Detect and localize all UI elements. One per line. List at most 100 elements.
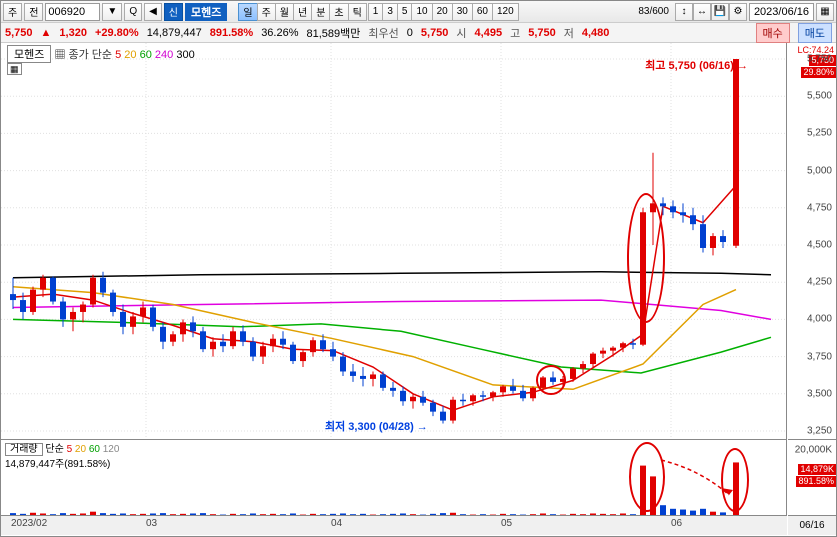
price-pct-badge: 29.80% xyxy=(801,67,836,78)
period-sec[interactable]: 초 xyxy=(329,3,348,21)
open-price: 4,495 xyxy=(475,27,503,39)
buy-button[interactable]: 매수 xyxy=(756,23,790,43)
price-y-axis: LC:74.24 5,750 29.80% 3,2503,5003,7504,0… xyxy=(788,43,836,439)
ma300-legend: 300 xyxy=(176,49,194,61)
ytick-label: 4,250 xyxy=(807,277,832,288)
ytick-label: 3,500 xyxy=(807,388,832,399)
arrow-up-icon: ▲ xyxy=(41,27,52,39)
period-num-120[interactable]: 120 xyxy=(492,3,519,21)
toolbar-icon-0[interactable]: ↕ xyxy=(675,3,693,21)
period-group-main: 일 주 월 년 분 초 틱 xyxy=(239,3,366,21)
current-price: 5,750 xyxy=(5,27,33,39)
info-bar: 5,750 ▲ 1,320 +29.80% 14,879,447 891.58%… xyxy=(1,23,836,43)
price-change-pct: +29.80% xyxy=(95,27,139,39)
shin-badge: 신 xyxy=(164,3,183,21)
sound-icon[interactable]: ◀ xyxy=(144,3,162,21)
high-annotation: 최고 5,750 (06/16) → xyxy=(645,57,748,73)
chart-title: 모헨즈 xyxy=(7,45,51,63)
priority-zero: 0 xyxy=(407,27,413,39)
period-min[interactable]: 분 xyxy=(311,3,330,21)
ask-price: 5,750 xyxy=(421,27,449,39)
vol-ytick: 20,000K xyxy=(795,445,832,456)
xtick-label: 05 xyxy=(501,518,512,529)
circle-mark-2 xyxy=(627,193,665,323)
open-label: 시 xyxy=(456,25,466,41)
date-display[interactable]: 2023/06/16 xyxy=(749,3,814,21)
vol-ma5-legend: 5 xyxy=(67,444,73,455)
ma60-legend: 60 xyxy=(140,49,152,61)
volume-label: 거래량 xyxy=(5,443,43,456)
priority-label: 최우선 xyxy=(368,25,398,41)
price-chart[interactable]: 최고 5,750 (06/16) → 최저 3,300 (04/28) → xyxy=(1,43,787,439)
xtick-label: 03 xyxy=(146,518,157,529)
period-num-1[interactable]: 1 xyxy=(368,3,384,21)
period-num-30[interactable]: 30 xyxy=(452,3,473,21)
pager: 83/600 xyxy=(634,6,673,17)
xtick-label: 04 xyxy=(331,518,342,529)
period-num-60[interactable]: 60 xyxy=(472,3,493,21)
ytick-label: 3,250 xyxy=(807,426,832,437)
chart-header: 모헨즈 ▦ 종가 단순 5 20 60 240 300 ▦ xyxy=(7,45,195,75)
volume-chart[interactable]: 거래량 단순 5 20 60 120 14,879,447주(891.58%) xyxy=(1,439,787,515)
stock-code-input[interactable] xyxy=(45,3,100,21)
chart-container: 모헨즈 ▦ 종가 단순 5 20 60 240 300 ▦ 최고 5,750 (… xyxy=(1,43,836,536)
ma20-legend: 20 xyxy=(124,49,136,61)
period-day[interactable]: 일 xyxy=(238,3,257,21)
ma-legend-label: 종가 단순 xyxy=(69,49,113,61)
toolbar-icon-3[interactable]: ⚙ xyxy=(729,3,747,21)
period-num-20[interactable]: 20 xyxy=(432,3,453,21)
ytick-label: 5,250 xyxy=(807,128,832,139)
low-price: 4,480 xyxy=(582,27,610,39)
stock-name: 모헨즈 xyxy=(185,3,227,21)
ytick-label: 4,750 xyxy=(807,202,832,213)
period-tick[interactable]: 틱 xyxy=(348,3,367,21)
amount: 81,589백만 xyxy=(307,25,361,41)
ytick-label: 4,000 xyxy=(807,314,832,325)
period-numbers: 13510203060120 xyxy=(369,3,519,21)
vol-ma20-legend: 20 xyxy=(75,444,86,455)
vol-ma60-legend: 60 xyxy=(89,444,100,455)
btn-ju[interactable]: 주 xyxy=(3,3,22,21)
period-month[interactable]: 월 xyxy=(275,3,294,21)
btn-jeon[interactable]: 전 xyxy=(24,3,43,21)
ma5-legend: 5 xyxy=(115,49,121,61)
time-axis: 2023/02 03 04 05 06 xyxy=(1,515,787,535)
ytick-label: 3,750 xyxy=(807,351,832,362)
ytick-label: 5,750 xyxy=(807,54,832,65)
toolbar-main: 주 전 ▼ Q ◀ 신 모헨즈 일 주 월 년 분 초 틱 1351020306… xyxy=(1,1,836,23)
price-change: 1,320 xyxy=(59,27,87,39)
dropdown-icon[interactable]: ▼ xyxy=(102,3,122,21)
high-label: 고 xyxy=(510,25,520,41)
vol-pct-badge: 891.58% xyxy=(796,476,836,487)
period-num-10[interactable]: 10 xyxy=(411,3,432,21)
toolbar-icon-2[interactable]: 💾 xyxy=(711,3,729,21)
time-axis-right: 06/16 xyxy=(788,515,836,535)
period-week[interactable]: 주 xyxy=(257,3,276,21)
volume-detail: 14,879,447주(891.58%) xyxy=(5,459,110,470)
turnover-pct: 891.58% xyxy=(210,27,253,39)
vol-badge: 14,879K xyxy=(798,464,836,475)
ytick-label: 5,500 xyxy=(807,91,832,102)
period-year[interactable]: 년 xyxy=(293,3,312,21)
calendar-icon[interactable]: ▦ xyxy=(816,3,834,21)
ma240-legend: 240 xyxy=(155,49,173,61)
ytick-label: 5,000 xyxy=(807,165,832,176)
float-pct: 36.26% xyxy=(261,27,298,39)
volume: 14,879,447 xyxy=(147,27,202,39)
xtick-label: 2023/02 xyxy=(11,518,47,529)
volume-y-axis: 20,000K 14,879K 891.58% xyxy=(788,439,836,515)
vol-ma120-legend: 120 xyxy=(103,444,120,455)
low-annotation: 최저 3,300 (04/28) → xyxy=(325,418,428,434)
volume-ma-label: 단순 xyxy=(45,444,63,455)
xtick-label: 06 xyxy=(671,518,682,529)
toolbar-icon-1[interactable]: ↔ xyxy=(693,3,711,21)
low-label: 저 xyxy=(564,25,574,41)
search-icon[interactable]: Q xyxy=(124,3,142,21)
volume-header: 거래량 단순 5 20 60 120 14,879,447주(891.58%) xyxy=(5,440,119,470)
sell-button[interactable]: 매도 xyxy=(798,23,832,43)
period-num-3[interactable]: 3 xyxy=(382,3,398,21)
vol-circle-1 xyxy=(629,442,665,512)
period-num-5[interactable]: 5 xyxy=(397,3,413,21)
ytick-label: 4,500 xyxy=(807,240,832,251)
circle-mark-1 xyxy=(536,365,566,395)
